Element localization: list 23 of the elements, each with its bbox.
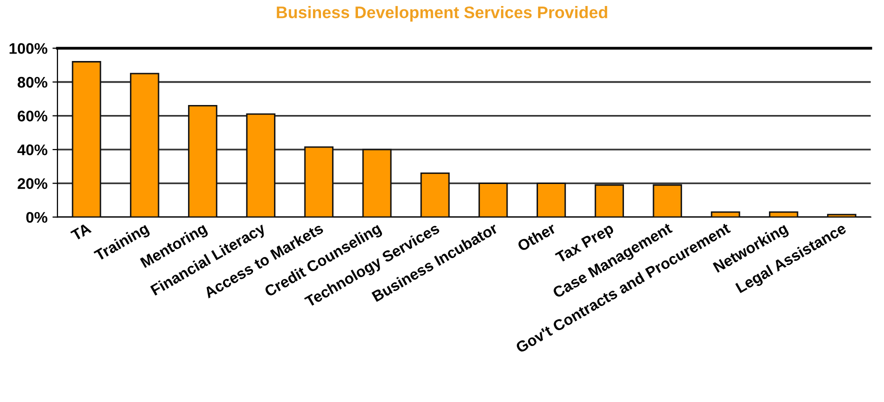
x-tick-label: Other [516, 222, 557, 252]
bar [827, 214, 856, 218]
bar [768, 211, 798, 218]
x-tick-label: TA [70, 222, 92, 242]
bar [362, 148, 392, 218]
bar [130, 72, 160, 218]
bar [72, 61, 102, 218]
bar [536, 182, 566, 218]
y-tick-label: 0% [26, 212, 48, 223]
y-tick-label: 40% [17, 144, 48, 156]
bar [652, 184, 682, 218]
bar [304, 146, 334, 218]
bar [246, 113, 276, 218]
y-tick-label: 80% [18, 76, 48, 88]
bar [594, 184, 624, 218]
y-tick-label: 100% [10, 43, 48, 54]
bar [188, 104, 218, 218]
y-tick-label: 60% [18, 110, 48, 122]
y-tick-label: 20% [18, 178, 48, 189]
bar [478, 182, 508, 218]
chart-title: Business Development Services Provided [276, 6, 608, 22]
bar [710, 211, 740, 218]
bar [420, 172, 450, 218]
